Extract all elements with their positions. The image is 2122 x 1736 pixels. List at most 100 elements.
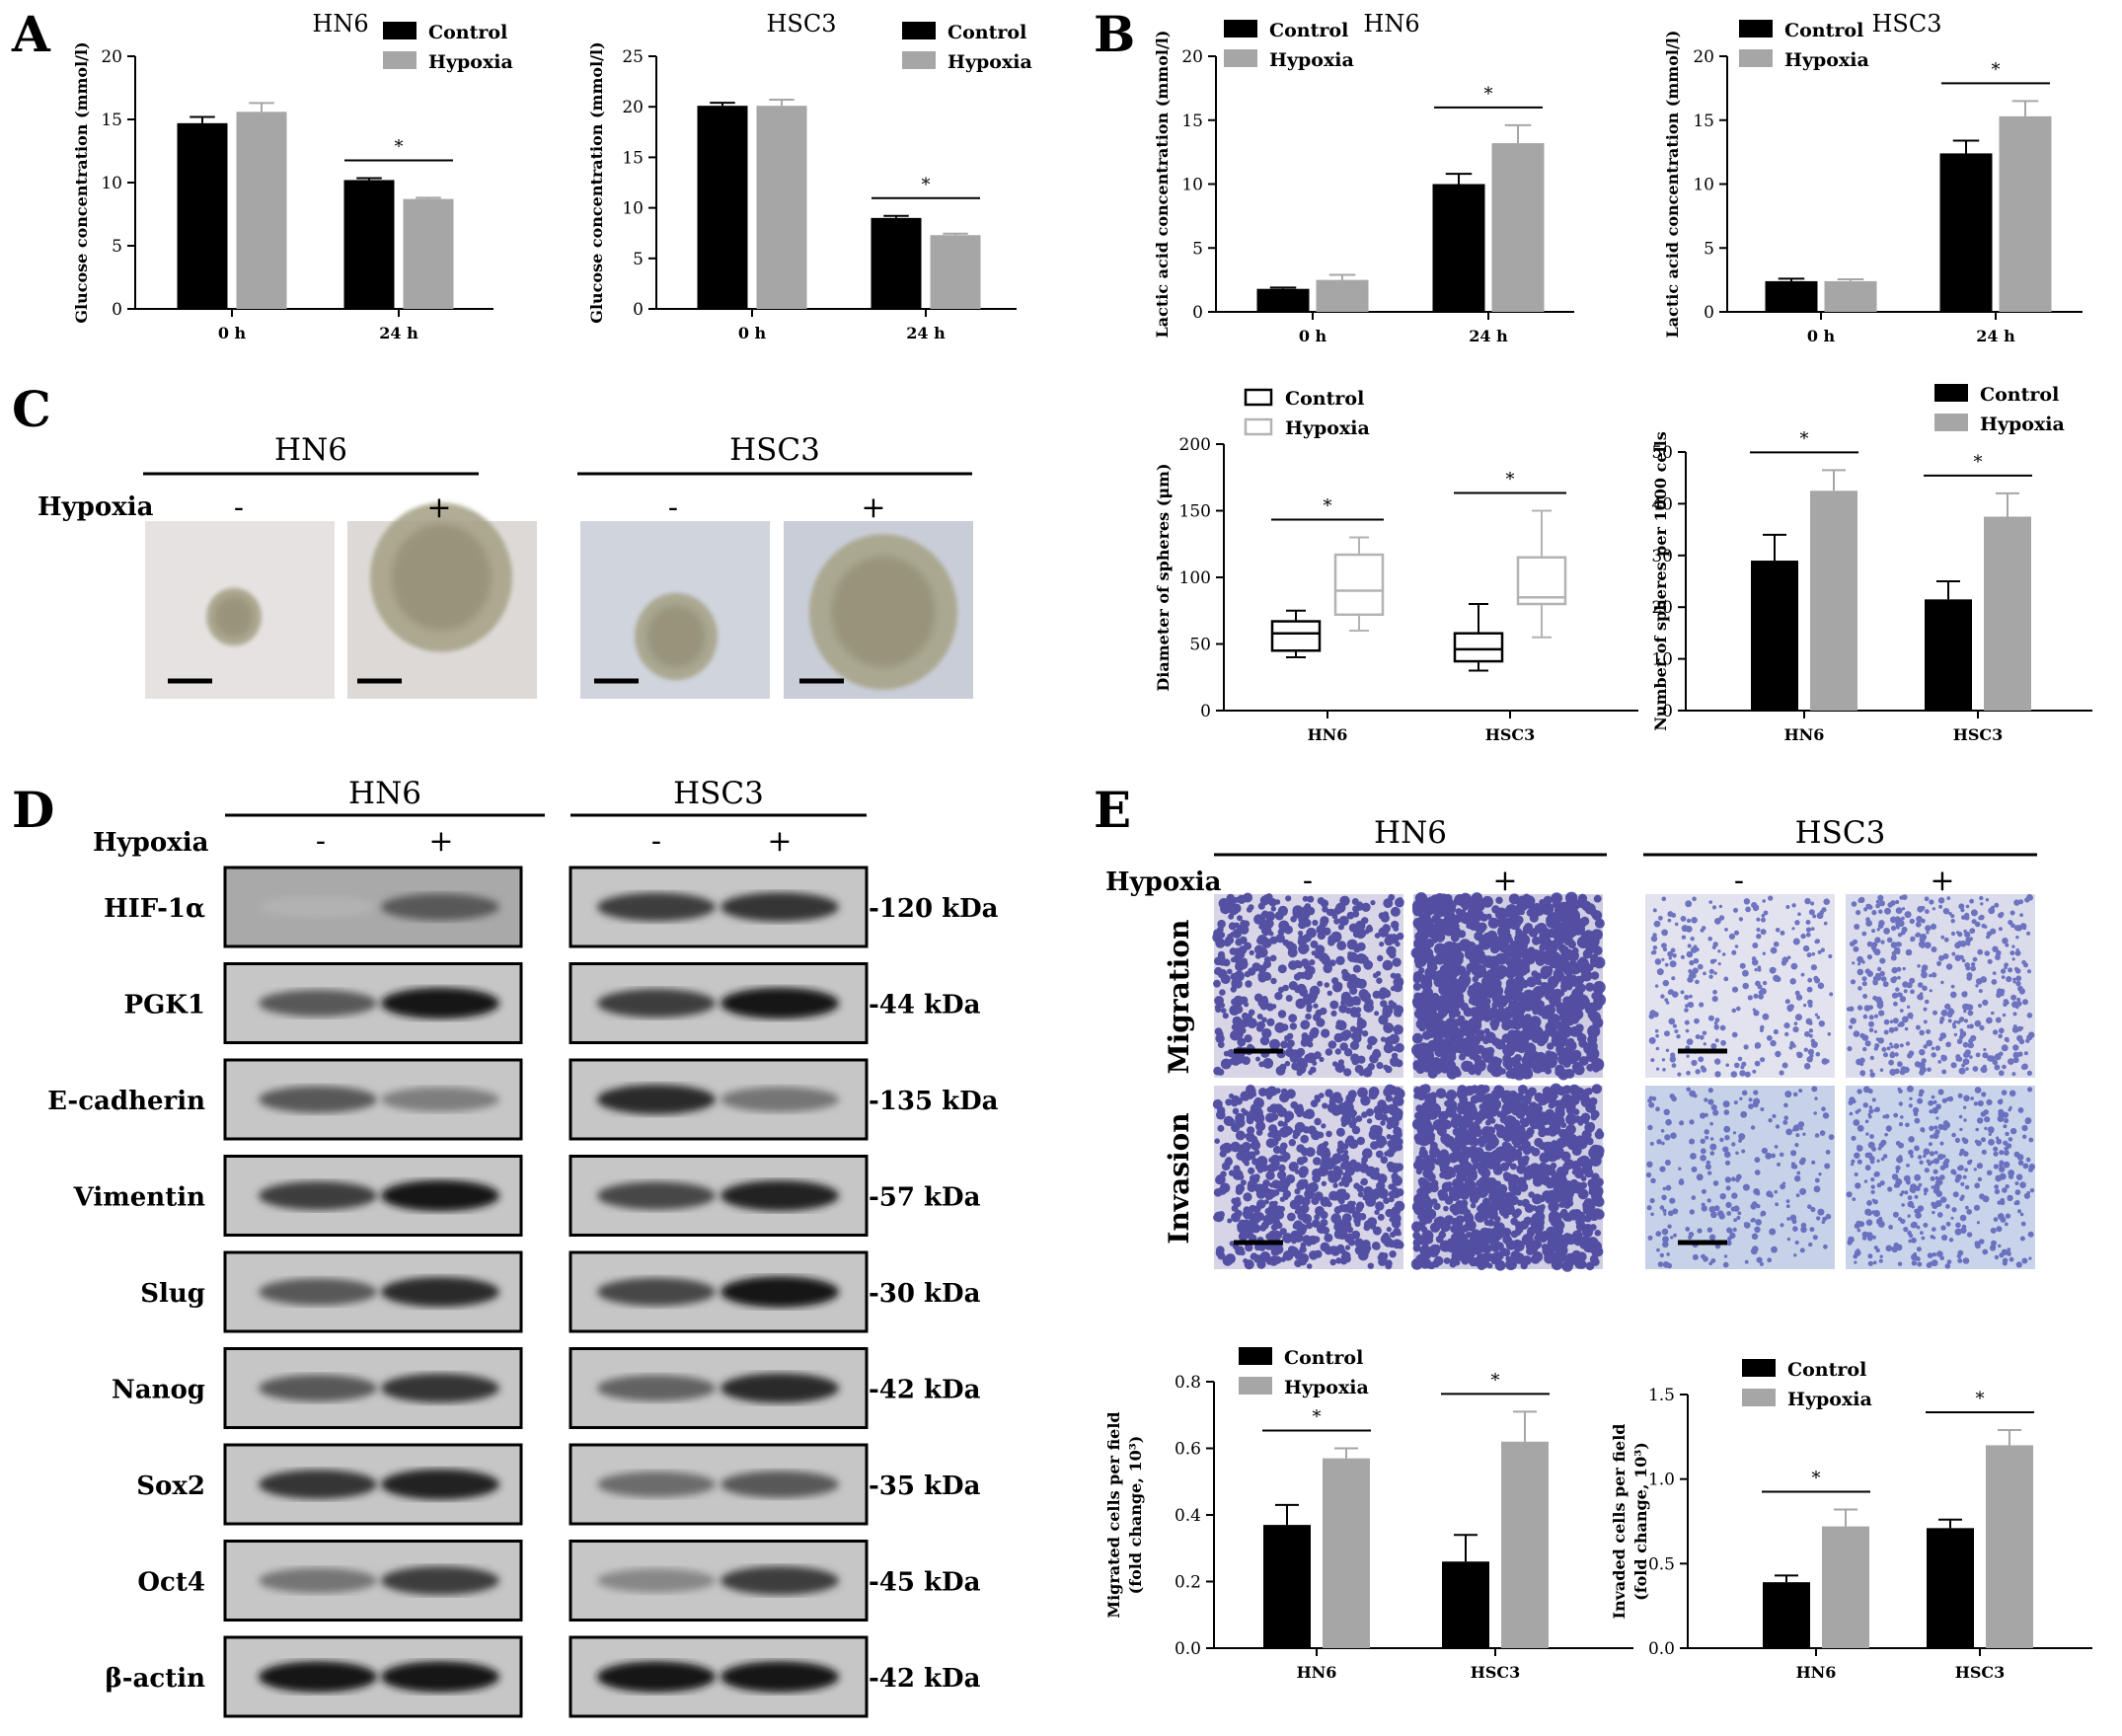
cell: [1823, 898, 1830, 905]
cell: [2005, 1222, 2008, 1227]
cell: [1468, 1066, 1477, 1076]
protein-band: [720, 1087, 839, 1112]
x-tick-label: HN6: [1297, 1663, 1337, 1682]
cell: [2008, 1137, 2013, 1142]
cell: [1489, 1202, 1496, 1210]
cell: [1259, 1251, 1271, 1262]
cell: [1965, 1067, 1969, 1071]
cell: [1492, 1220, 1500, 1228]
cell: [1927, 1252, 1933, 1258]
cell: [1220, 1008, 1227, 1014]
y-axis-label: Number of spheres per 1000 cells: [1651, 431, 1670, 730]
cell: [1585, 1088, 1593, 1095]
cell: [1420, 979, 1431, 991]
cell: [1981, 1149, 1987, 1155]
transwell-image: [1645, 1086, 1835, 1269]
cell: [2027, 894, 2034, 901]
cell: [1947, 1095, 1954, 1102]
cell: [1659, 1252, 1665, 1258]
blot-row-hif-1-: HIF-1α -120 kDa: [104, 866, 999, 948]
cell: [1340, 897, 1349, 906]
cell: [1372, 1037, 1378, 1043]
cell: [1786, 1217, 1790, 1221]
cell: [1652, 945, 1658, 950]
transwell-image: [1846, 1085, 2035, 1269]
cell: [1880, 976, 1887, 982]
cell: [1265, 1115, 1272, 1123]
cell: [1808, 1020, 1813, 1025]
cell: [1688, 969, 1693, 973]
cell: [1688, 1232, 1695, 1238]
x-tick-label: 24 h: [379, 324, 418, 342]
cell: [1252, 1097, 1264, 1109]
cell: [1592, 945, 1603, 956]
cell: [2004, 962, 2008, 967]
cell: [1250, 1253, 1256, 1260]
cell: [1907, 1195, 1913, 1200]
cell: [1915, 1185, 1921, 1192]
cell: [1892, 1018, 1899, 1024]
y-tick-label: 0.0: [1175, 1639, 1201, 1659]
cell: [1321, 955, 1331, 966]
cell: [1999, 1172, 2007, 1180]
cell: [1219, 1150, 1227, 1158]
cell: [2002, 1013, 2007, 1018]
cell: [1933, 1099, 1937, 1104]
cell: [1511, 1092, 1518, 1097]
cell: [1277, 1164, 1286, 1172]
cell: [1714, 1018, 1720, 1022]
cell: [1955, 1054, 1961, 1060]
transwell-image: [1846, 893, 2035, 1078]
cell: [1941, 1097, 1947, 1103]
cell: [1742, 1183, 1750, 1191]
cell: [1851, 1163, 1855, 1167]
cell: [1391, 1206, 1402, 1216]
cell: [1379, 942, 1385, 947]
cell: [1902, 907, 1906, 911]
cell: [1233, 979, 1243, 989]
cell: [1960, 1069, 1965, 1073]
cell: [1795, 1193, 1800, 1198]
cell: [1457, 1088, 1466, 1097]
cell: [1786, 1004, 1794, 1012]
cell: [1214, 996, 1224, 1006]
cell: [1923, 1007, 1928, 1012]
cell: [1891, 1173, 1899, 1180]
cell: [1910, 936, 1916, 942]
cell: [1691, 917, 1698, 924]
cell: [1458, 930, 1467, 939]
y-tick-label: 25: [622, 47, 644, 67]
y-tick-label: 10: [101, 174, 122, 193]
cell: [1796, 1051, 1803, 1059]
cell: [2021, 1124, 2028, 1132]
cell: [1586, 1040, 1598, 1053]
cell: [1664, 1030, 1670, 1037]
cell: [1558, 1211, 1565, 1219]
cell: [1705, 1135, 1709, 1140]
cell: [1760, 1107, 1765, 1111]
protein-label: Slug: [140, 1279, 205, 1309]
cell: [1284, 1060, 1291, 1067]
cell: [1731, 1142, 1736, 1147]
hypoxia-row-label: Hypoxia: [93, 828, 209, 858]
cell: [1564, 1069, 1575, 1079]
cell: [1561, 1094, 1572, 1104]
cell: [1460, 981, 1468, 989]
cell: [1893, 1001, 1898, 1007]
cell: [1824, 1163, 1831, 1170]
cell: [2001, 975, 2006, 979]
cell: [1303, 1236, 1311, 1245]
cell: [1220, 903, 1231, 915]
cell: [1667, 1210, 1674, 1217]
cell: [1923, 1187, 1929, 1193]
cell: [1702, 1030, 1707, 1036]
box-control: [1453, 603, 1504, 672]
cell: [1426, 1261, 1434, 1269]
cell: [1302, 918, 1312, 928]
transwell-image: [1410, 1083, 1605, 1272]
cell: [1990, 928, 1997, 935]
y-tick-label: 10: [1651, 650, 1673, 670]
y-tick-label: 5: [1704, 239, 1714, 259]
cell: [1941, 1154, 1946, 1159]
